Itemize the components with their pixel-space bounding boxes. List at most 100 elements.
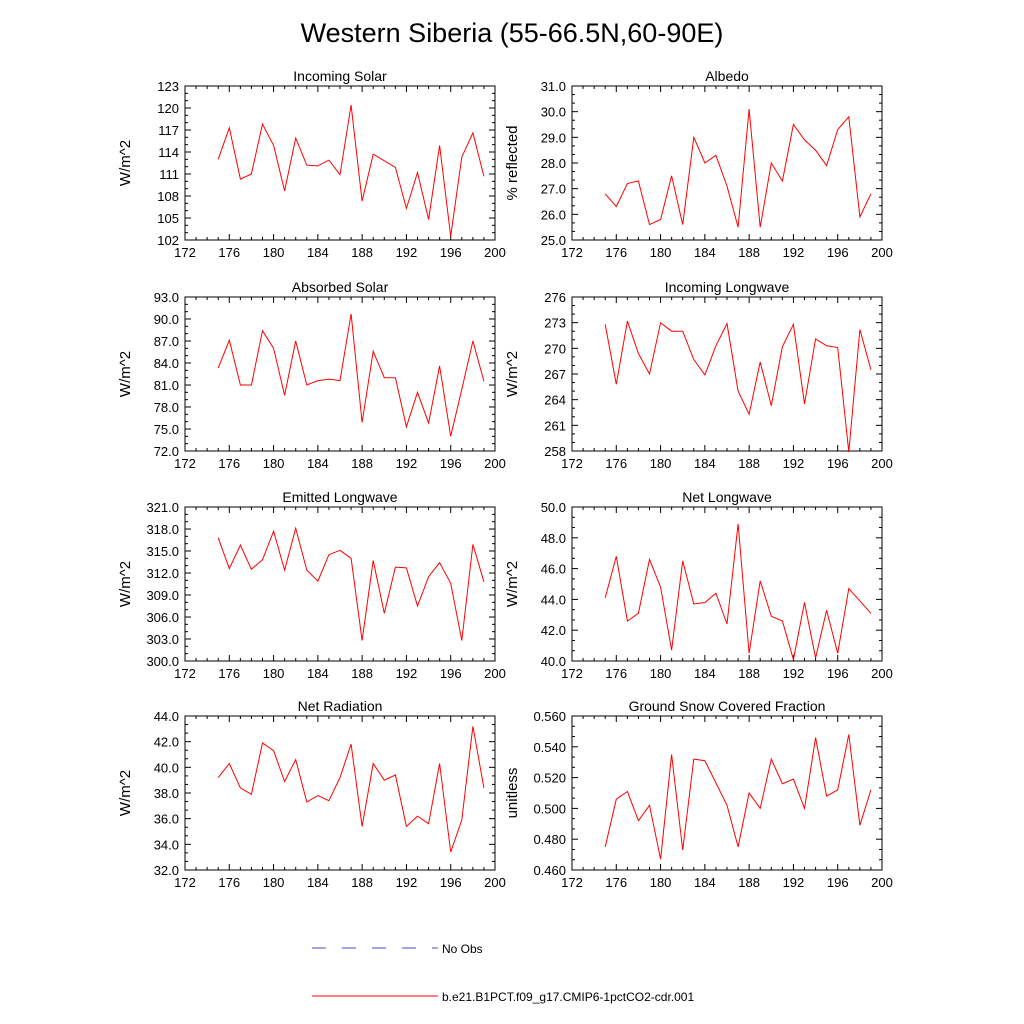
series-line <box>604 734 872 860</box>
y-tick-label: 267 <box>544 367 566 382</box>
y-tick-label: 42.0 <box>541 623 566 638</box>
y-tick-label: 264 <box>544 393 566 408</box>
y-tick-label: 90.0 <box>154 312 179 327</box>
y-tick-label: 32.0 <box>154 863 179 878</box>
x-tick-label: 196 <box>440 875 462 890</box>
x-tick-label: 184 <box>307 666 329 681</box>
series-line <box>604 109 872 228</box>
legend-no-obs-label: No Obs <box>442 942 483 956</box>
panel-2: Absorbed Solar 172 176 180 184 188 192 196 200 72… <box>117 279 506 471</box>
y-tick-label: 48.0 <box>541 531 566 546</box>
y-tick-label: 28.0 <box>541 156 566 171</box>
panel-title: Incoming Longwave <box>665 279 790 295</box>
x-tick-label: 200 <box>871 875 893 890</box>
x-tick-label: 180 <box>263 666 285 681</box>
x-tick-label: 180 <box>263 245 285 260</box>
y-axis-label: W/m^2 <box>117 770 134 816</box>
x-tick-label: 172 <box>561 666 583 681</box>
x-tick-label: 176 <box>605 666 627 681</box>
y-tick-label: 105 <box>157 211 179 226</box>
x-tick-label: 184 <box>307 456 329 471</box>
y-axis-label: unitless <box>504 768 521 819</box>
y-tick-label: 26.0 <box>541 207 566 222</box>
x-tick-label: 188 <box>351 666 373 681</box>
y-tick-label: 273 <box>544 316 566 331</box>
x-tick-label: 172 <box>561 875 583 890</box>
y-tick-label: 117 <box>158 123 179 138</box>
x-tick-label: 172 <box>174 456 196 471</box>
x-tick-label: 192 <box>396 875 418 890</box>
panel-6: Net Radiation 172 176 180 184 188 192 196 200 32.… <box>117 698 506 890</box>
legend: No Obs b.e21.B1PCT.f09_g17.CMIP6-1pctCO2… <box>312 942 694 1004</box>
x-tick-label: 192 <box>783 245 805 260</box>
panel-4: Emitted Longwave 172 176 180 184 188 192 196 200… <box>117 489 506 681</box>
y-tick-label: 102 <box>157 233 179 248</box>
x-tick-label: 192 <box>783 456 805 471</box>
y-tick-label: 40.0 <box>154 760 179 775</box>
y-tick-label: 34.0 <box>154 837 179 852</box>
x-tick-label: 184 <box>694 456 716 471</box>
y-tick-label: 309.0 <box>146 588 179 603</box>
y-axis-label: W/m^2 <box>117 351 134 397</box>
y-tick-label: 29.0 <box>541 130 566 145</box>
y-tick-label: 50.0 <box>541 500 566 515</box>
x-tick-label: 196 <box>827 666 849 681</box>
panel-5: Net Longwave 172 176 180 184 188 192 196 200 40.0… <box>504 489 893 681</box>
y-tick-label: 123 <box>157 79 179 94</box>
y-tick-label: 303.0 <box>146 632 179 647</box>
panel-title: Net Radiation <box>298 698 383 714</box>
x-tick-label: 188 <box>738 666 760 681</box>
y-tick-label: 270 <box>544 341 566 356</box>
x-tick-label: 200 <box>871 245 893 260</box>
x-tick-label: 184 <box>694 666 716 681</box>
x-tick-label: 172 <box>561 456 583 471</box>
y-tick-label: 40.0 <box>541 654 566 669</box>
x-tick-label: 192 <box>396 456 418 471</box>
x-tick-label: 172 <box>174 245 196 260</box>
x-tick-label: 188 <box>351 456 373 471</box>
series-line <box>604 523 872 660</box>
y-axis-label: W/m^2 <box>504 351 521 397</box>
panel-title: Ground Snow Covered Fraction <box>629 698 826 714</box>
y-tick-label: 300.0 <box>146 654 179 669</box>
y-tick-label: 0.500 <box>533 801 566 816</box>
x-tick-label: 188 <box>738 456 760 471</box>
y-tick-label: 276 <box>544 290 566 305</box>
y-tick-label: 44.0 <box>154 709 179 724</box>
x-tick-label: 192 <box>396 245 418 260</box>
x-tick-label: 180 <box>263 456 285 471</box>
series-line <box>217 313 485 437</box>
series-line <box>217 105 485 237</box>
y-tick-label: 25.0 <box>541 233 566 248</box>
y-tick-label: 46.0 <box>541 562 566 577</box>
x-tick-label: 200 <box>484 456 506 471</box>
y-tick-label: 36.0 <box>154 812 179 827</box>
y-tick-label: 0.460 <box>533 863 566 878</box>
y-tick-label: 111 <box>159 167 179 182</box>
panel-title: Emitted Longwave <box>282 489 397 505</box>
x-tick-label: 188 <box>351 875 373 890</box>
y-tick-label: 261 <box>544 418 566 433</box>
plot-frame <box>571 715 883 871</box>
y-tick-label: 93.0 <box>154 290 179 305</box>
y-tick-label: 81.0 <box>154 378 179 393</box>
y-tick-label: 318.0 <box>146 522 179 537</box>
x-tick-label: 192 <box>783 875 805 890</box>
y-tick-label: 78.0 <box>154 400 179 415</box>
y-tick-label: 315.0 <box>146 544 179 559</box>
x-tick-label: 196 <box>440 456 462 471</box>
x-tick-label: 200 <box>484 245 506 260</box>
y-tick-label: 321.0 <box>146 500 179 515</box>
x-tick-label: 184 <box>307 875 329 890</box>
x-tick-label: 200 <box>484 875 506 890</box>
x-tick-label: 196 <box>827 456 849 471</box>
y-tick-label: 0.540 <box>533 740 566 755</box>
x-tick-label: 192 <box>396 666 418 681</box>
y-axis-label: W/m^2 <box>504 561 521 607</box>
y-axis-label: % reflected <box>504 125 521 200</box>
x-tick-label: 192 <box>783 666 805 681</box>
y-tick-label: 108 <box>157 189 179 204</box>
x-tick-label: 184 <box>307 245 329 260</box>
y-tick-label: 84.0 <box>154 356 179 371</box>
